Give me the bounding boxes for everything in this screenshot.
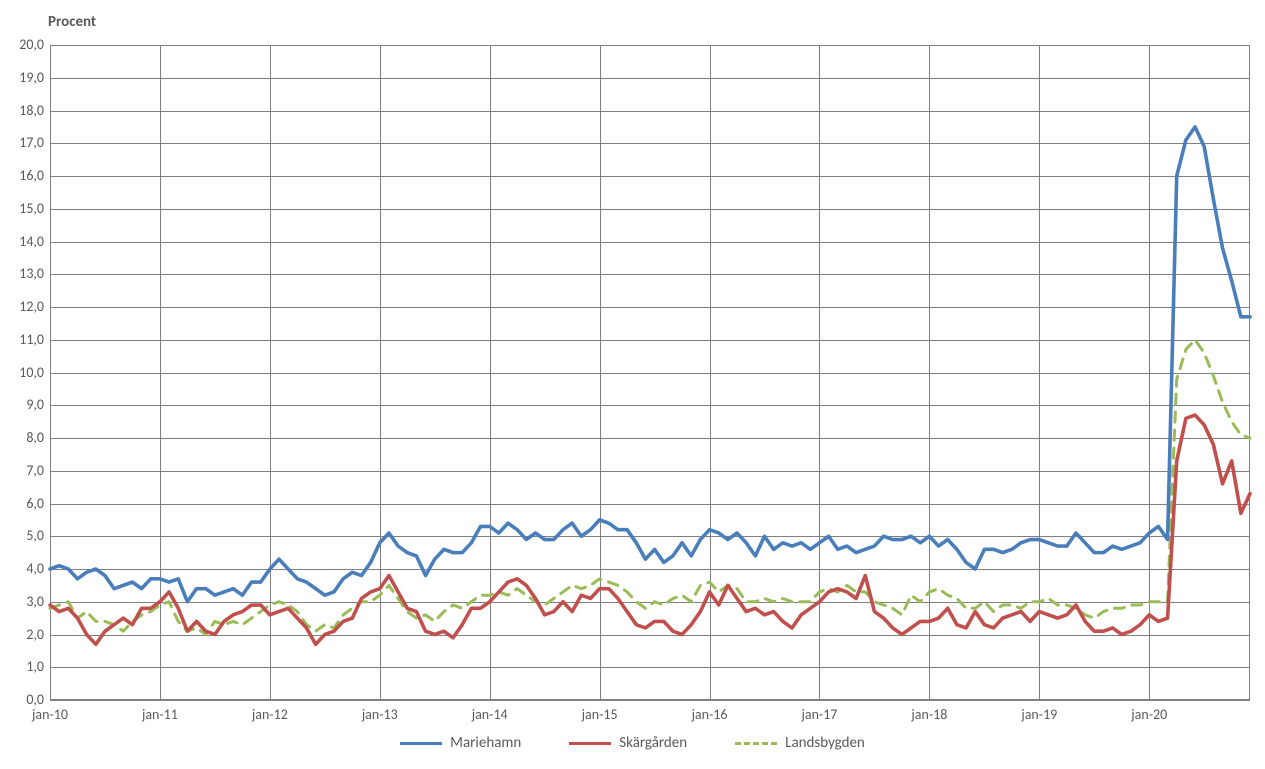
legend-item-landsbygden: Landsbygden [735, 734, 865, 752]
series-svg [50, 45, 1250, 700]
y-tick-label: 10,0 [0, 364, 44, 381]
y-tick-label: 17,0 [0, 134, 44, 151]
chart-container: Procent 0,01,02,03,04,05,06,07,08,09,010… [0, 0, 1265, 769]
legend-swatch [400, 742, 442, 745]
y-tick-label: 20,0 [0, 36, 44, 53]
x-tick-label: jan-20 [1131, 706, 1167, 723]
y-tick-label: 8,0 [0, 429, 44, 446]
y-tick-label: 14,0 [0, 233, 44, 250]
y-axis-title: Procent [48, 13, 96, 31]
x-tick-label: jan-18 [911, 706, 947, 723]
x-tick-label: jan-11 [142, 706, 178, 723]
x-tick-label: jan-14 [472, 706, 508, 723]
x-tick-label: jan-10 [32, 706, 68, 723]
legend-item-mariehamn: Mariehamn [400, 734, 521, 752]
series-mariehamn [50, 127, 1250, 602]
y-tick-label: 7,0 [0, 462, 44, 479]
legend-swatch [569, 742, 611, 745]
y-tick-label: 13,0 [0, 265, 44, 282]
x-axis-labels: jan-10jan-11jan-12jan-13jan-14jan-15jan-… [50, 706, 1250, 736]
y-tick-label: 5,0 [0, 527, 44, 544]
legend-label: Landsbygden [785, 734, 865, 752]
y-tick-label: 6,0 [0, 495, 44, 512]
gridline-h [50, 700, 1250, 701]
plot-area [50, 45, 1250, 700]
y-tick-label: 15,0 [0, 200, 44, 217]
x-tick-label: jan-16 [692, 706, 728, 723]
legend-item-skaergarden: Skärgården [569, 734, 687, 752]
y-tick-label: 3,0 [0, 593, 44, 610]
x-tick-label: jan-19 [1021, 706, 1057, 723]
y-tick-label: 19,0 [0, 69, 44, 86]
x-tick-label: jan-15 [582, 706, 618, 723]
y-tick-label: 16,0 [0, 167, 44, 184]
legend-swatch [735, 742, 777, 745]
x-tick-label: jan-12 [252, 706, 288, 723]
legend-label: Mariehamn [450, 734, 521, 752]
y-tick-label: 2,0 [0, 626, 44, 643]
y-tick-label: 11,0 [0, 331, 44, 348]
y-tick-label: 9,0 [0, 396, 44, 413]
legend-label: Skärgården [619, 734, 687, 752]
y-tick-label: 1,0 [0, 658, 44, 675]
y-tick-label: 4,0 [0, 560, 44, 577]
x-tick-label: jan-17 [802, 706, 838, 723]
y-tick-label: 18,0 [0, 102, 44, 119]
x-tick-label: jan-13 [362, 706, 398, 723]
y-tick-label: 12,0 [0, 298, 44, 315]
series-skaergarden [50, 415, 1250, 644]
legend: Mariehamn Skärgården Landsbygden [0, 734, 1265, 752]
